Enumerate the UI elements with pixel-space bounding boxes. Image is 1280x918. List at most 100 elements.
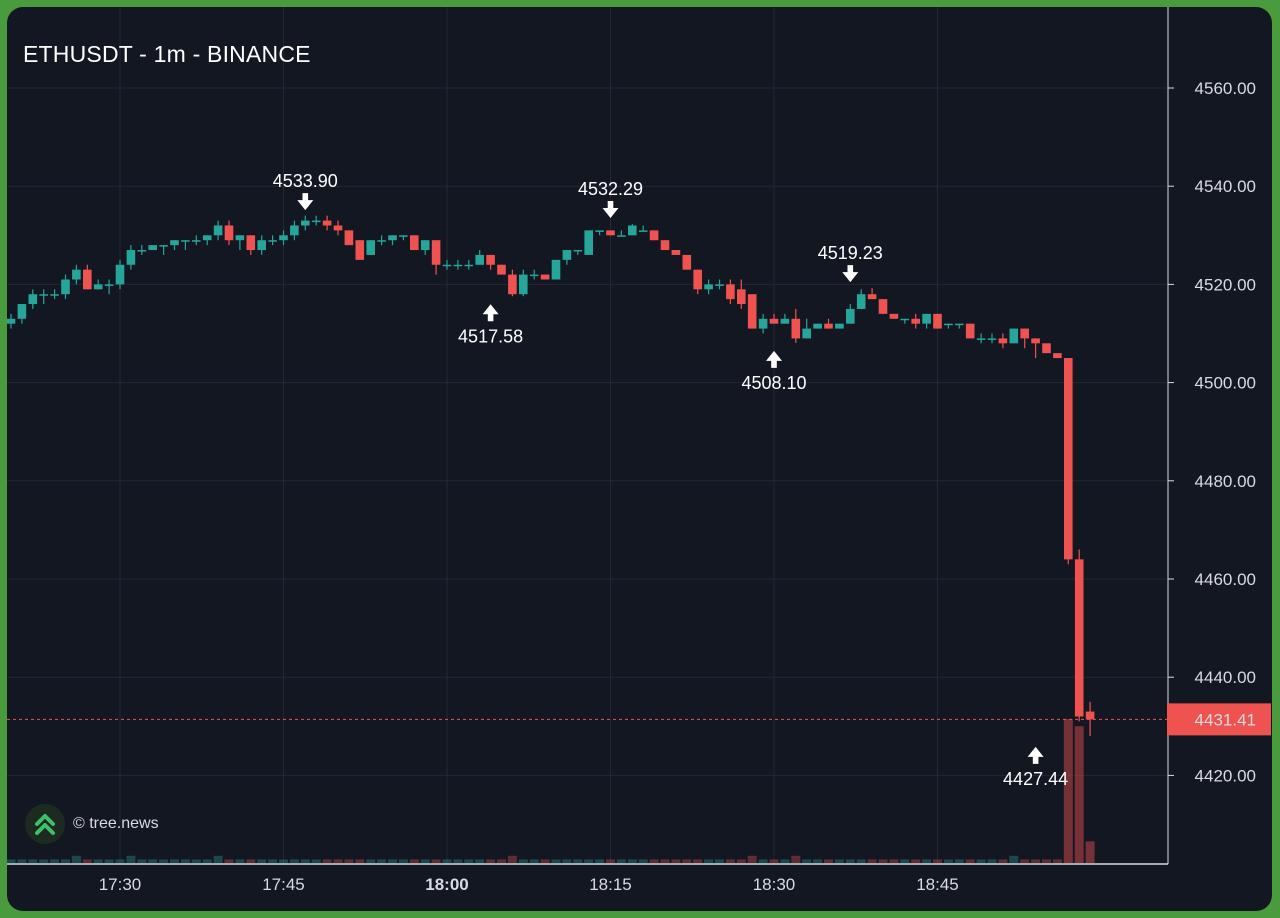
- candle-body: [104, 284, 114, 286]
- x-tick-label: 18:15: [589, 875, 632, 894]
- volume-bar: [954, 859, 964, 863]
- volume-bar: [322, 859, 332, 863]
- volume-bar: [1052, 859, 1062, 863]
- candle-body: [442, 264, 452, 267]
- volume-bar: [333, 859, 343, 863]
- candle-body: [584, 230, 593, 255]
- candle-body: [279, 235, 288, 241]
- volume-bar: [922, 859, 932, 863]
- arrow-up-icon: [766, 350, 782, 368]
- volume-bar: [1074, 726, 1084, 863]
- candle-body: [410, 235, 419, 251]
- candle-body: [257, 240, 266, 251]
- volume-bar: [50, 859, 60, 863]
- volume-bar: [1042, 859, 1051, 863]
- volume-bar: [813, 859, 823, 863]
- volume-bar: [627, 859, 637, 863]
- candle-body: [1042, 343, 1051, 354]
- candle-body: [606, 230, 615, 236]
- candle-body: [61, 279, 70, 295]
- candle-body: [660, 240, 670, 251]
- volume-bar: [398, 859, 408, 863]
- volume-bar: [736, 859, 746, 863]
- volume-bar: [573, 859, 583, 863]
- candle-body: [813, 323, 822, 329]
- candle-body: [715, 284, 724, 286]
- candle-body: [922, 313, 931, 324]
- price-annotations: 4533.90 4517.58 4532.29 4508.10 4519.23 4427.…: [273, 171, 1068, 789]
- y-tick-label: 4500.00: [1195, 374, 1256, 393]
- candle-body: [682, 254, 692, 270]
- annotation-low: 4427.44: [1003, 746, 1068, 789]
- volume-bar: [693, 859, 703, 863]
- candle-body: [519, 274, 528, 295]
- volume-bar: [71, 855, 81, 863]
- candle-body: [802, 328, 811, 339]
- volume-bar: [867, 859, 877, 863]
- candle-body: [235, 235, 245, 241]
- candle-body: [399, 235, 408, 237]
- candle-body: [311, 220, 321, 223]
- candle-body: [137, 250, 147, 252]
- candle-body: [726, 284, 735, 300]
- volume-bar: [824, 859, 833, 863]
- volume-bar: [1031, 859, 1041, 863]
- x-tick-label: 18:30: [753, 875, 796, 894]
- volume-bar: [671, 859, 681, 863]
- volume-bar: [137, 859, 147, 863]
- volume-bar: [300, 859, 310, 863]
- volume-bar: [257, 859, 267, 863]
- volume-bar: [431, 859, 441, 863]
- candle-body: [595, 230, 604, 232]
- annotation-label: 4532.29: [578, 179, 643, 199]
- candle-body: [39, 294, 48, 296]
- arrow-down-icon: [602, 201, 619, 219]
- volume-bar: [856, 859, 866, 863]
- volume-bar: [606, 859, 615, 863]
- candle-body: [737, 289, 746, 305]
- volume-bar: [965, 859, 975, 863]
- candle-body: [17, 304, 27, 319]
- annotation-label: 4533.90: [273, 171, 338, 191]
- candle-body: [486, 254, 495, 265]
- candle-body: [747, 294, 757, 329]
- volume-bar: [507, 855, 517, 863]
- volume-bar: [933, 859, 942, 863]
- candle-body: [835, 323, 844, 329]
- volume-bar: [39, 859, 49, 863]
- candle-body: [638, 230, 648, 232]
- volume-bar: [279, 859, 288, 863]
- candle-body: [301, 220, 310, 226]
- volume-bar: [442, 859, 452, 863]
- current-price-label: 4431.41: [1195, 710, 1256, 729]
- candle-body: [126, 250, 136, 265]
- volume-bar: [584, 859, 594, 863]
- volume-bar: [911, 859, 921, 863]
- candle-body: [628, 225, 637, 236]
- candle-body: [420, 240, 430, 251]
- volume-bar: [409, 859, 419, 863]
- volume-bar: [551, 859, 561, 863]
- candle-body: [911, 318, 920, 324]
- arrow-up-icon: [482, 304, 499, 322]
- candle-body: [540, 274, 550, 280]
- arrow-down-icon: [842, 265, 859, 283]
- volume-bar: [595, 859, 605, 863]
- volume-bar: [878, 859, 888, 863]
- y-tick-label: 4460.00: [1195, 570, 1256, 589]
- volume-bar: [518, 859, 528, 863]
- candle-body: [1085, 711, 1095, 720]
- candle-body: [192, 240, 201, 242]
- annotation-label: 4519.23: [818, 243, 883, 263]
- candle-body: [224, 225, 234, 241]
- candle-body: [72, 269, 81, 280]
- annotation-low: 4508.10: [741, 350, 807, 393]
- volume-bar: [943, 859, 953, 863]
- arrow-up-icon: [1027, 746, 1044, 764]
- y-tick-label: 4560.00: [1195, 79, 1256, 98]
- candle-body: [856, 294, 866, 309]
- x-tick-label: 17:30: [99, 875, 142, 894]
- volume-bar: [28, 859, 38, 863]
- candle-body: [431, 240, 441, 265]
- brand-watermark: © tree.news: [25, 804, 159, 844]
